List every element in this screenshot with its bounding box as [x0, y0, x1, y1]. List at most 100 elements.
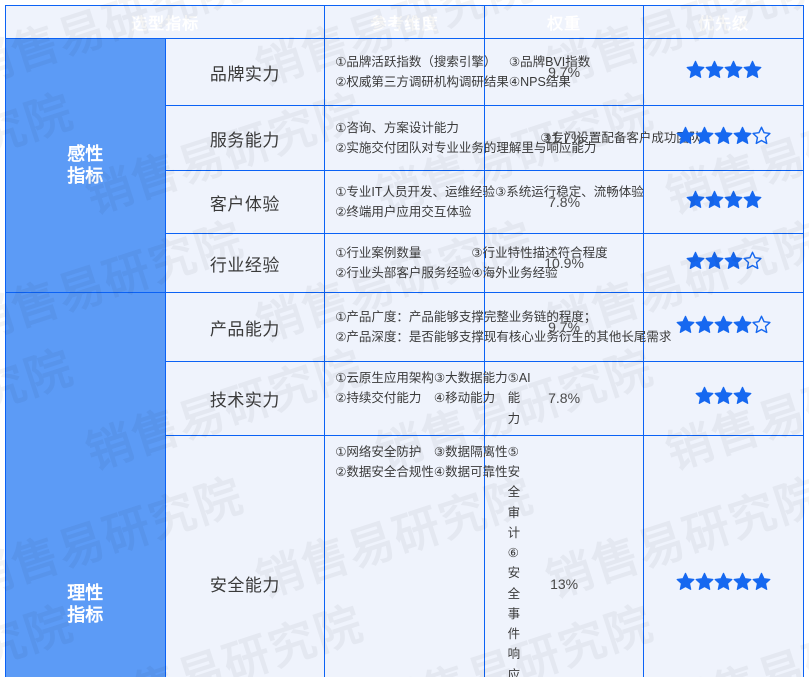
- star-filled-icon: [695, 387, 714, 405]
- star-filled-icon: [724, 190, 743, 208]
- star-filled-icon: [743, 190, 762, 208]
- weight-cell: 9.7%: [483, 292, 645, 362]
- star-filled-icon: [695, 572, 714, 590]
- weight-cell: 7.8%: [483, 361, 645, 436]
- star-filled-icon: [686, 190, 705, 208]
- dimension-column: ③系统运行稳定、流畅体验: [495, 182, 644, 202]
- dimension-item: ④数据可靠性: [433, 465, 508, 479]
- table-header: 选型指标 参考维度 权重 优先级: [4, 5, 804, 39]
- star-rating: [695, 386, 752, 405]
- weight-cell: 9.7%: [483, 38, 645, 106]
- category-cell: 感性 指标: [5, 38, 166, 293]
- dimension-grid: ①行业案例数量 ②行业头部客户服务经验 ③行业特性描述符合程度 ④海外业务经验: [335, 243, 607, 284]
- star-filled-icon: [733, 315, 752, 333]
- dimension-item: ⑥安全事件响应机制: [507, 546, 521, 677]
- dimension-column: ①云原生应用架构 ②持续交付能力: [335, 368, 434, 409]
- dimension-column: ⑤安全审计 ⑥安全事件响应机制: [508, 442, 521, 677]
- star-filled-icon: [676, 315, 695, 333]
- header-dimension: 参考维度: [324, 5, 485, 39]
- star-filled-icon: [724, 251, 743, 269]
- dimension-item: ②持续交付能力: [335, 391, 422, 406]
- indicator-name-cell: 产品能力: [164, 292, 326, 362]
- star-filled-icon: [724, 60, 743, 78]
- dimension-item: ②产品深度：是否能够支撑现有核心业务衍生的其他长尾需求: [335, 327, 671, 347]
- table-row: 行业经验 ①行业案例数量 ②行业头部客户服务经验 ③行业特性描述符合程度 ④海外业务经验…: [6, 233, 804, 293]
- dimension-grid: ①咨询、方案设计能力 ②实施交付团队对专业业务的理解里与响应能力 ③专门设置配备客户…: [335, 118, 701, 159]
- star-rating: [686, 251, 762, 270]
- weight-cell: 13%: [483, 434, 645, 677]
- star-filled-icon: [714, 387, 733, 405]
- star-empty-icon: [752, 315, 771, 334]
- dimension-item: ①专业IT人员开发、运维经验: [335, 184, 496, 199]
- table-row: 技术实力 ①云原生应用架构 ②持续交付能力 ③大数据能力 ④移动能力 ⑤AI能力 7.8%: [6, 361, 804, 436]
- dimension-item: ③系统运行稳定、流畅体验: [495, 184, 644, 199]
- priority-cell: [643, 361, 804, 436]
- dimension-column: ①品牌活跃指数（搜索引擎） ②权威第三方调研机构调研结果: [335, 52, 509, 93]
- star-rating: [686, 190, 762, 209]
- dimension-cell: ①专业IT人员开发、运维经验 ②终端用户应用交互体验 ③系统运行稳定、流畅体验: [324, 170, 644, 234]
- priority-cell: [643, 38, 804, 106]
- priority-cell: [643, 434, 804, 677]
- dimension-item: ③行业特性描述符合程度: [471, 245, 608, 260]
- indicator-name-cell: 服务能力: [164, 105, 326, 171]
- star-filled-icon: [714, 572, 733, 590]
- dimension-cell: ①咨询、方案设计能力 ②实施交付团队对专业业务的理解里与响应能力 ③专门设置配备客户…: [324, 105, 701, 171]
- indicator-name-cell: 客户体验: [164, 170, 326, 234]
- dimension-item: ⑤安全审计: [507, 444, 521, 540]
- dimension-item: ②数据安全合规性: [335, 465, 434, 479]
- table-row: 感性 指标 品牌实力 ①品牌活跃指数（搜索引擎） ②权威第三方调研机构调研结果 ③品牌BV…: [5, 38, 804, 293]
- dimension-column: ③大数据能力 ④移动能力: [434, 368, 508, 409]
- star-filled-icon: [705, 251, 724, 269]
- dimension-cell: ①云原生应用架构 ②持续交付能力 ③大数据能力 ④移动能力 ⑤AI能力: [324, 361, 531, 436]
- category-cell: 理性 指标: [5, 291, 166, 677]
- star-filled-icon: [743, 60, 762, 78]
- dimension-item: ①云原生应用架构: [335, 371, 434, 385]
- dimension-cell: ①品牌活跃指数（搜索引擎） ②权威第三方调研机构调研结果 ③品牌BVI指数 ④NPS结…: [324, 38, 590, 106]
- category-label: 感性 指标: [67, 143, 104, 186]
- header-indicator: 选型指标: [4, 5, 326, 39]
- star-empty-icon: [743, 251, 762, 270]
- dimension-column: ①专业IT人员开发、运维经验 ②终端用户应用交互体验: [335, 182, 495, 223]
- star-filled-icon: [733, 126, 752, 144]
- priority-cell: [643, 170, 804, 234]
- weight-cell: 7.8%: [483, 170, 645, 234]
- dimension-column: ③行业特性描述符合程度 ④海外业务经验: [471, 243, 607, 284]
- dimension-item: ②行业头部客户服务经验: [335, 266, 472, 280]
- star-filled-icon: [714, 126, 733, 144]
- dimension-column: ①咨询、方案设计能力 ②实施交付团队对专业业务的理解里与响应能力: [335, 118, 597, 159]
- star-filled-icon: [733, 572, 752, 590]
- table-row: 服务能力 ①咨询、方案设计能力 ②实施交付团队对专业业务的理解里与响应能力 ③专门设置…: [6, 105, 804, 171]
- dimension-column: ①行业案例数量 ②行业头部客户服务经验: [335, 243, 471, 284]
- star-filled-icon: [686, 60, 705, 78]
- dimension-item: ③数据隔离性: [433, 444, 508, 459]
- priority-cell: [643, 292, 804, 362]
- dimension-cell: ①行业案例数量 ②行业头部客户服务经验 ③行业特性描述符合程度 ④海外业务经验: [324, 233, 608, 293]
- dimension-grid: ①云原生应用架构 ②持续交付能力 ③大数据能力 ④移动能力 ⑤AI能力: [335, 368, 530, 429]
- star-filled-icon: [695, 315, 714, 333]
- dimension-item: ⑤AI能力: [507, 371, 531, 426]
- indicator-name-cell: 行业经验: [164, 233, 326, 293]
- star-filled-icon: [695, 126, 714, 144]
- star-rating: [686, 60, 762, 79]
- star-filled-icon: [752, 572, 771, 590]
- star-rating: [676, 572, 771, 591]
- criteria-table: 选型指标 参考维度 权重 优先级 感性 指标 品牌实力 ①品牌活跃指数（搜索引擎） ②权…: [4, 5, 804, 677]
- dimension-column: ③数据隔离性 ④数据可靠性: [434, 442, 508, 483]
- star-filled-icon: [676, 126, 695, 144]
- dimension-column: ①网络安全防护 ②数据安全合规性: [335, 442, 434, 483]
- star-filled-icon: [705, 190, 724, 208]
- dimension-item: ②终端用户应用交互体验: [335, 205, 472, 219]
- dimension-item: ②权威第三方调研机构调研结果: [335, 75, 509, 89]
- dimension-item: ④移动能力: [433, 391, 496, 406]
- indicator-name-cell: 安全能力: [164, 434, 326, 677]
- dimension-item: ④海外业务经验: [471, 266, 558, 280]
- header-row: 选型指标 参考维度 权重 优先级: [4, 5, 804, 39]
- dimension-item: ②实施交付团队对专业业务的理解里与响应能力: [335, 141, 597, 155]
- dimension-item: ①行业案例数量: [335, 245, 422, 260]
- star-empty-icon: [752, 126, 771, 145]
- indicator-name-cell: 技术实力: [164, 361, 326, 436]
- dimension-item: ①品牌活跃指数（搜索引擎）: [335, 54, 497, 69]
